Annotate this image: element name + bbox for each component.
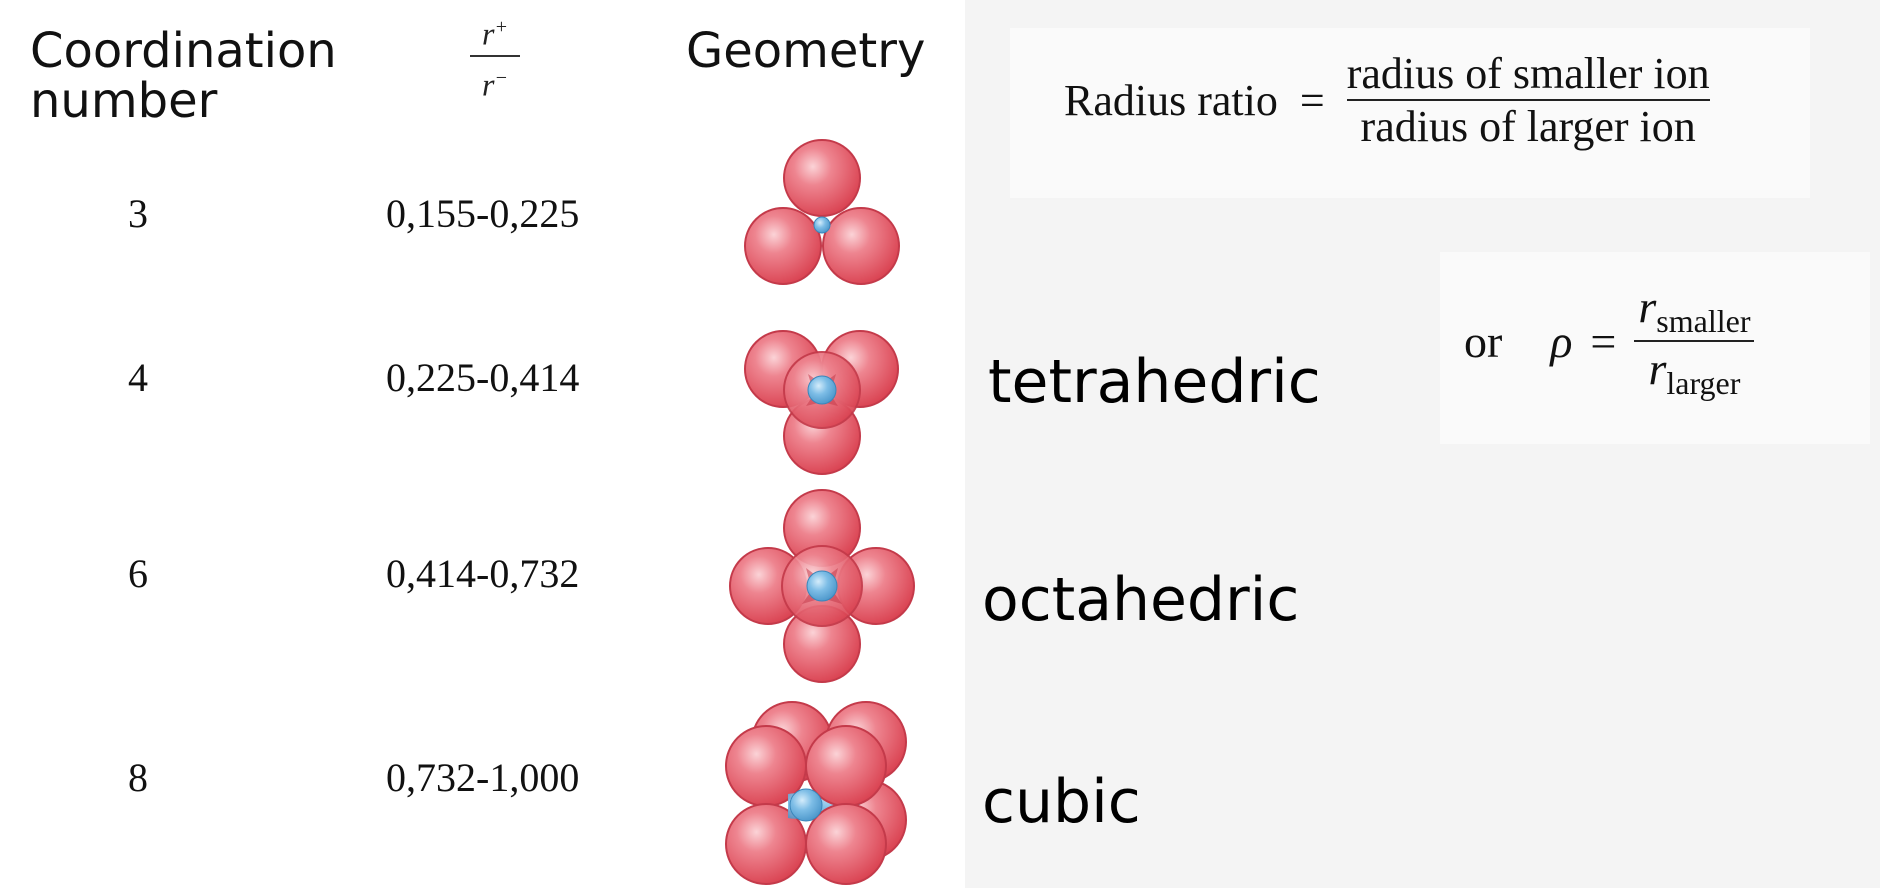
row-2-range: 0,225-0,414 <box>386 355 580 400</box>
formula-1-denominator: radius of larger ion <box>1360 102 1696 151</box>
header-coordination-number: Coordination number <box>30 26 337 126</box>
rho-formula: or ρ = rsmaller rlarger <box>1440 252 1870 444</box>
header-ratio-num: r <box>482 15 495 52</box>
formula-1-lhs: Radius ratio <box>1064 75 1278 125</box>
header-coordination-line1: Coordination <box>30 23 337 79</box>
formula-2-or: or <box>1464 315 1503 367</box>
formula-2-eq: = <box>1590 315 1617 367</box>
row-1-cn: 3 <box>128 191 148 236</box>
formula-2-num-sub: smaller <box>1656 303 1751 340</box>
formula-2-den-sub: larger <box>1666 365 1741 402</box>
header-coordination-line2: number <box>30 73 218 129</box>
row-2-cn: 4 <box>128 355 148 400</box>
header-geometry: Geometry <box>686 23 926 79</box>
header-ratio-bar <box>470 54 520 57</box>
formula-1-eq: = <box>1299 75 1325 125</box>
row-3-range: 0,414-0,732 <box>386 551 580 596</box>
row-4-range: 0,732-1,000 <box>386 755 580 800</box>
formula-2-numerator: rsmaller <box>1634 280 1754 340</box>
octahedral-spheres-icon <box>729 489 915 683</box>
tetrahedral-spheres-icon <box>744 330 899 475</box>
header-ratio-num-sup: + <box>494 16 508 38</box>
cubic-spheres-icon <box>725 701 907 885</box>
formula-1-fraction: radius of smaller ion radius of larger i… <box>1346 48 1710 152</box>
header-ratio-den: r <box>482 66 495 103</box>
formula-1-numerator: radius of smaller ion <box>1346 49 1710 98</box>
header-radius-ratio: r+ r− <box>470 10 520 101</box>
label-octahedric: octahedric <box>982 565 1300 635</box>
row-3-cn: 6 <box>128 551 148 596</box>
formula-2-num-r: r <box>1638 281 1657 332</box>
row-1-range: 0,155-0,225 <box>386 191 580 236</box>
formula-2-rho: ρ <box>1550 315 1573 367</box>
row-4-cn: 8 <box>128 755 148 800</box>
radius-ratio-formula: Radius ratio = radius of smaller ion rad… <box>1010 28 1810 198</box>
formula-2-bar <box>1634 340 1755 343</box>
label-tetrahedric: tetrahedric <box>988 347 1321 417</box>
formula-2-den-r: r <box>1648 343 1667 395</box>
formula-1-bar <box>1346 99 1710 101</box>
label-cubic: cubic <box>982 767 1141 837</box>
header-ratio-den-sup: − <box>494 66 508 89</box>
table-panel: Coordination number r+ r− Geometry 3 0,1… <box>0 0 965 888</box>
triangular-spheres-icon <box>744 139 900 285</box>
formula-2-fraction: rsmaller rlarger <box>1634 280 1755 402</box>
formula-2-denominator: rlarger <box>1648 342 1740 402</box>
